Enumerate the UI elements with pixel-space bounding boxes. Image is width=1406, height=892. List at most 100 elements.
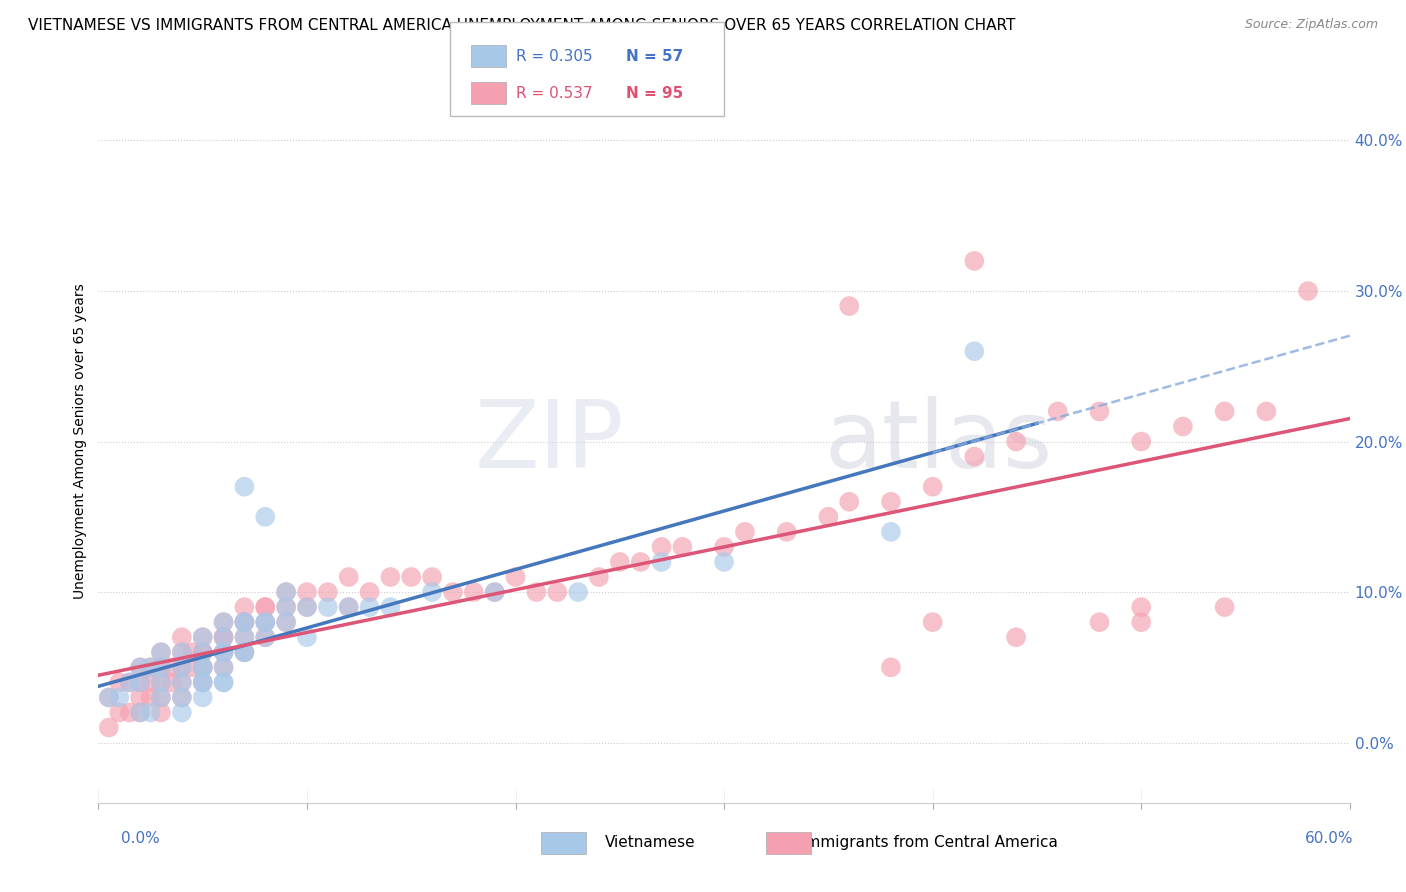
Point [212, 615, 235, 630]
Point [1005, 630, 1028, 644]
Point [484, 585, 506, 599]
Point [129, 675, 152, 690]
Point [420, 570, 443, 584]
Point [254, 600, 277, 615]
Point [254, 615, 277, 630]
Point [1296, 284, 1319, 298]
Point [630, 555, 652, 569]
Point [337, 600, 360, 615]
Point [191, 675, 214, 690]
Point [170, 660, 193, 674]
Point [233, 615, 256, 630]
Point [337, 570, 360, 584]
Point [233, 645, 256, 659]
Point [817, 509, 839, 524]
Point [233, 645, 256, 659]
Point [170, 706, 193, 720]
Point [671, 540, 693, 554]
Point [567, 585, 589, 599]
Point [212, 645, 235, 659]
Text: Source: ZipAtlas.com: Source: ZipAtlas.com [1244, 18, 1378, 31]
Point [150, 675, 173, 690]
Point [316, 585, 339, 599]
Point [526, 585, 548, 599]
Point [838, 299, 860, 313]
Point [588, 570, 610, 584]
Point [191, 645, 214, 659]
Point [1130, 434, 1153, 449]
Point [233, 645, 256, 659]
Point [212, 675, 235, 690]
Point [1256, 404, 1278, 418]
Point [295, 585, 318, 599]
Point [963, 450, 986, 464]
Point [274, 600, 298, 615]
Point [150, 660, 173, 674]
Point [160, 660, 183, 674]
Point [233, 480, 256, 494]
Point [233, 615, 256, 630]
Point [401, 570, 423, 584]
Point [254, 615, 277, 630]
Point [776, 524, 799, 539]
Point [150, 690, 173, 705]
Point [191, 675, 214, 690]
Point [359, 585, 381, 599]
Point [1046, 404, 1069, 418]
Point [139, 660, 162, 674]
Point [129, 706, 152, 720]
Point [191, 660, 214, 674]
Point [139, 675, 162, 690]
Point [380, 570, 402, 584]
Point [139, 706, 162, 720]
Point [295, 600, 318, 615]
Point [274, 600, 298, 615]
Point [150, 660, 173, 674]
Point [254, 630, 277, 644]
Point [337, 600, 360, 615]
Point [212, 630, 235, 644]
Point [129, 706, 152, 720]
Point [191, 675, 214, 690]
Point [212, 660, 235, 674]
Point [150, 675, 173, 690]
Point [118, 706, 141, 720]
Point [150, 645, 173, 659]
Point [274, 615, 298, 630]
Point [274, 615, 298, 630]
Point [463, 585, 485, 599]
Point [150, 645, 173, 659]
Point [1171, 419, 1194, 434]
Point [880, 494, 903, 508]
Point [609, 555, 631, 569]
Text: Immigrants from Central America: Immigrants from Central America [801, 836, 1059, 850]
Text: VIETNAMESE VS IMMIGRANTS FROM CENTRAL AMERICA UNEMPLOYMENT AMONG SENIORS OVER 65: VIETNAMESE VS IMMIGRANTS FROM CENTRAL AM… [28, 18, 1015, 33]
Point [838, 494, 860, 508]
Point [191, 630, 214, 644]
Point [254, 630, 277, 644]
Point [212, 645, 235, 659]
Point [108, 690, 131, 705]
Point [170, 675, 193, 690]
Point [170, 630, 193, 644]
Point [191, 660, 214, 674]
Point [108, 675, 131, 690]
Point [118, 675, 141, 690]
Point [380, 600, 402, 615]
Point [191, 660, 214, 674]
Point [191, 645, 214, 659]
Point [129, 675, 152, 690]
Point [139, 690, 162, 705]
Point [921, 480, 943, 494]
Point [97, 690, 120, 705]
Point [359, 600, 381, 615]
Point [880, 660, 903, 674]
Point [212, 660, 235, 674]
Point [233, 615, 256, 630]
Point [713, 540, 735, 554]
Point [150, 706, 173, 720]
Point [233, 615, 256, 630]
Point [441, 585, 464, 599]
Point [170, 690, 193, 705]
Text: 0.0%: 0.0% [121, 831, 160, 846]
